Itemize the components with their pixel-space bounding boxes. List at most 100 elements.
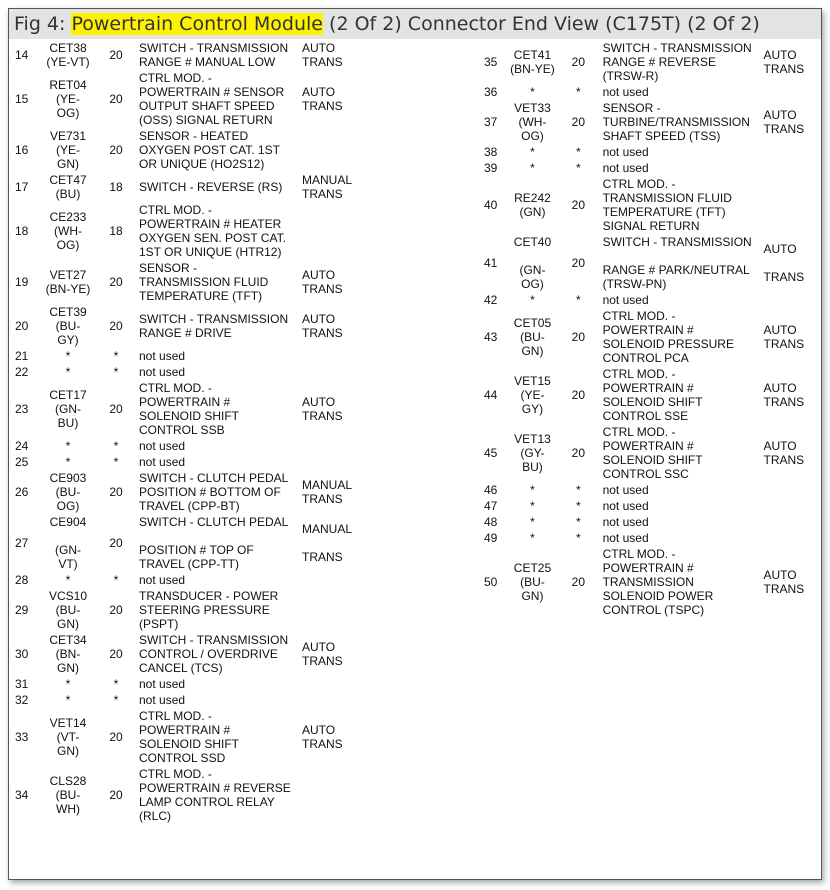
pin-note xyxy=(764,160,822,176)
pin-wire: RET04 (YE- OG) xyxy=(49,78,87,120)
pin-desc: TRANSDUCER - POWER STEERING PRESSURE (PS… xyxy=(139,589,279,631)
pin-wire: * xyxy=(65,693,71,707)
pin-wire: * xyxy=(65,677,71,691)
pin-desc: SWITCH - TRANSMISSION RANGE # PARK/NEUTR… xyxy=(602,235,752,291)
pin-row: 19 VET27 (BN-YE) 20 SENSOR - TRANSMISSION F… xyxy=(13,260,362,304)
pin-note xyxy=(302,128,362,172)
pin-wire: VE731 (YE- GN) xyxy=(49,129,87,171)
pin-pin: 15 xyxy=(15,92,29,106)
pin-wire: CE904 (GN- VT) xyxy=(49,515,87,571)
pin-note xyxy=(302,348,362,364)
pin-row: 17 CET47 (BU) 18 SWITCH - REVERSE (RS) MANUA… xyxy=(13,172,362,202)
pin-pin: 39 xyxy=(484,161,498,175)
pin-pin: 32 xyxy=(15,693,29,707)
pin-gauge: 20 xyxy=(571,256,586,270)
pin-note xyxy=(764,176,822,234)
pin-gauge: * xyxy=(113,365,119,379)
pin-note xyxy=(764,84,822,100)
pin-row: 50 CET25 (BU- GN) 20 CTRL MOD. - POWERTRAIN… xyxy=(482,546,821,618)
pin-note: AUTO TRANS xyxy=(763,568,805,596)
pin-desc: SENSOR - TRANSMISSION FLUID TEMPERATURE … xyxy=(139,261,269,303)
pin-pin: 40 xyxy=(484,198,498,212)
pin-row: 18 CE233 (WH- OG) 18 CTRL MOD. - POWERTRAIN… xyxy=(13,202,362,260)
pin-row: 16 VE731 (YE- GN) 20 SENSOR - HEATED OXYGEN… xyxy=(13,128,362,172)
pin-wire: VET14 (VT- GN) xyxy=(49,716,87,758)
pin-wire: CET40 (GN- OG) xyxy=(513,235,552,291)
pin-note: AUTO TRANS xyxy=(763,323,805,351)
pin-row: 38 * * not used xyxy=(482,144,821,160)
title-suffix: (2 Of 2) Connector End View (C175T) (2 O… xyxy=(323,13,760,35)
pin-desc: CTRL MOD. - POWERTRAIN # SOLENOID SHIFT … xyxy=(602,425,703,481)
pin-pin: 28 xyxy=(15,573,29,587)
pin-wire: CET47 (BU) xyxy=(49,173,87,201)
pin-row: 24 * * not used xyxy=(13,438,362,454)
pin-wire: CET41 (BN-YE) xyxy=(510,48,555,76)
pin-gauge: * xyxy=(576,499,581,513)
pin-note: MANUAL TRANS xyxy=(302,478,353,506)
pin-gauge: 20 xyxy=(571,115,586,129)
pin-wire: * xyxy=(65,439,71,453)
pin-gauge: * xyxy=(576,483,581,497)
pin-wire: * xyxy=(530,145,535,159)
pin-pin: 22 xyxy=(15,365,29,379)
pin-wire: * xyxy=(530,293,535,307)
pin-gauge: * xyxy=(576,531,581,545)
pin-note xyxy=(302,588,362,632)
pin-desc: SENSOR - HEATED OXYGEN POST CAT. 1ST OR … xyxy=(139,129,280,171)
pin-gauge: 20 xyxy=(109,485,123,499)
pin-wire: VET27 (BN-YE) xyxy=(45,268,91,296)
pin-row: 14 CET38 (YE-VT) 20 SWITCH - TRANSMISSION R… xyxy=(13,40,362,70)
pin-gauge: 20 xyxy=(571,575,586,589)
pin-note: MANUAL TRANS xyxy=(302,173,353,201)
pin-row: 20 CET39 (BU- GY) 20 SWITCH - TRANSMISSION … xyxy=(13,304,362,348)
pin-desc: CTRL MOD. - POWERTRAIN # SOLENOID SHIFT … xyxy=(139,709,240,765)
pin-desc: not used xyxy=(139,439,186,453)
pin-gauge: 20 xyxy=(109,647,123,661)
pin-gauge: * xyxy=(576,293,581,307)
pin-wire: CET39 (BU- GY) xyxy=(49,305,87,347)
pin-desc: not used xyxy=(139,455,186,469)
pin-note xyxy=(764,530,822,546)
title-prefix: Fig 4: xyxy=(14,13,72,35)
pin-row: 49 * * not used xyxy=(482,530,821,546)
pin-row: 27 CE904 (GN- VT) 20 SWITCH - CLUTCH PEDAL … xyxy=(13,514,362,572)
pin-note xyxy=(302,364,362,380)
pin-note: AUTO TRANS xyxy=(763,108,805,136)
pin-desc: CTRL MOD. - POWERTRAIN # SOLENOID SHIFT … xyxy=(139,381,240,437)
pin-note xyxy=(764,144,822,160)
pin-gauge: * xyxy=(576,515,581,529)
pin-pin: 46 xyxy=(484,483,498,497)
pin-gauge: 20 xyxy=(109,319,123,333)
pin-note xyxy=(764,514,822,530)
pin-note: AUTO TRANS xyxy=(302,268,343,296)
pin-desc: not used xyxy=(139,349,186,363)
pin-desc: not used xyxy=(602,499,649,513)
pin-wire: VET33 (WH- OG) xyxy=(514,101,551,143)
pin-wire: * xyxy=(530,531,535,545)
pinout-table-left: 14 CET38 (YE-VT) 20 SWITCH - TRANSMISSION R… xyxy=(13,40,362,824)
pin-wire: VET13 (GY- BU) xyxy=(514,432,551,474)
pin-row: 22 * * not used xyxy=(13,364,362,380)
pin-desc: not used xyxy=(139,693,186,707)
pin-gauge: * xyxy=(113,677,119,691)
pin-row: 30 CET34 (BN- GN) 20 SWITCH - TRANSMISSION … xyxy=(13,632,362,676)
pin-desc: SWITCH - TRANSMISSION RANGE # DRIVE xyxy=(139,312,289,340)
pin-pin: 25 xyxy=(15,455,29,469)
pin-desc: CTRL MOD. - POWERTRAIN # SENSOR OUTPUT S… xyxy=(139,71,285,127)
pin-row: 34 CLS28 (BU- WH) 20 CTRL MOD. - POWERTRAIN… xyxy=(13,766,362,824)
pin-pin: 27 xyxy=(15,536,29,550)
pin-row: 35 CET41 (BN-YE) 20 SWITCH - TRANSMISSION R… xyxy=(482,40,821,84)
pin-gauge: 20 xyxy=(109,48,123,62)
title-highlight: Powertrain Control Module xyxy=(71,13,323,35)
pin-pin: 43 xyxy=(484,330,498,344)
pin-wire: * xyxy=(65,455,71,469)
pin-desc: SWITCH - REVERSE (RS) xyxy=(139,180,283,194)
pin-pin: 37 xyxy=(484,115,498,129)
pin-pin: 42 xyxy=(484,293,498,307)
pin-wire: * xyxy=(65,349,71,363)
pin-pin: 44 xyxy=(484,388,498,402)
pin-note xyxy=(302,766,362,824)
pin-gauge: * xyxy=(576,85,581,99)
pin-note: AUTO TRANS xyxy=(302,85,343,113)
pin-desc: not used xyxy=(602,161,649,175)
